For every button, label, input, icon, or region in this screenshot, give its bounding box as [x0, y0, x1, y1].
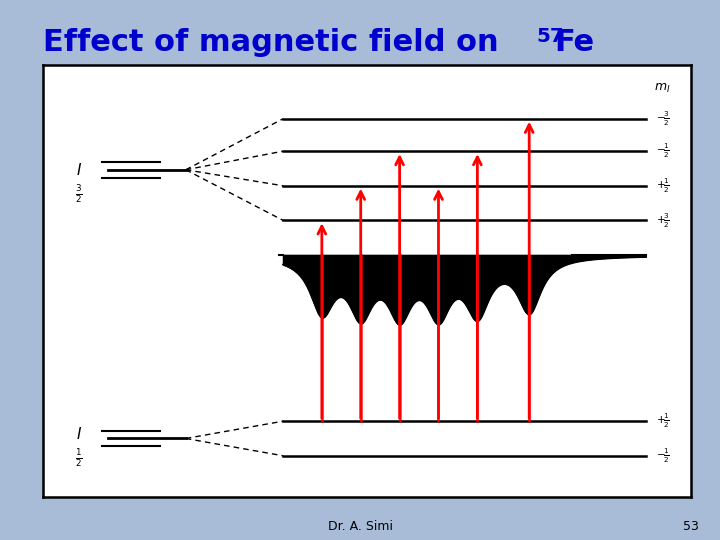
Text: $+\!\frac{1}{2}$: $+\!\frac{1}{2}$ [655, 177, 669, 195]
Text: $\frac{1}{2}$: $\frac{1}{2}$ [75, 447, 83, 469]
Text: 57: 57 [536, 27, 564, 46]
Text: Fe: Fe [554, 28, 595, 57]
Text: $I$: $I$ [76, 162, 82, 178]
Text: $-\!\frac{1}{2}$: $-\!\frac{1}{2}$ [655, 447, 669, 465]
Text: Effect of magnetic field on: Effect of magnetic field on [43, 28, 510, 57]
Text: $I$: $I$ [76, 426, 82, 442]
Text: $-\!\frac{1}{2}$: $-\!\frac{1}{2}$ [655, 142, 669, 160]
Text: $+\!\frac{1}{2}$: $+\!\frac{1}{2}$ [655, 412, 669, 430]
Text: 53: 53 [683, 520, 698, 533]
Text: $m_I$: $m_I$ [654, 82, 670, 95]
Text: Dr. A. Simi: Dr. A. Simi [328, 520, 392, 533]
Text: $\frac{3}{2}$: $\frac{3}{2}$ [75, 184, 83, 205]
Text: $-\!\frac{3}{2}$: $-\!\frac{3}{2}$ [655, 110, 669, 128]
Text: $+\!\frac{3}{2}$: $+\!\frac{3}{2}$ [655, 211, 669, 230]
